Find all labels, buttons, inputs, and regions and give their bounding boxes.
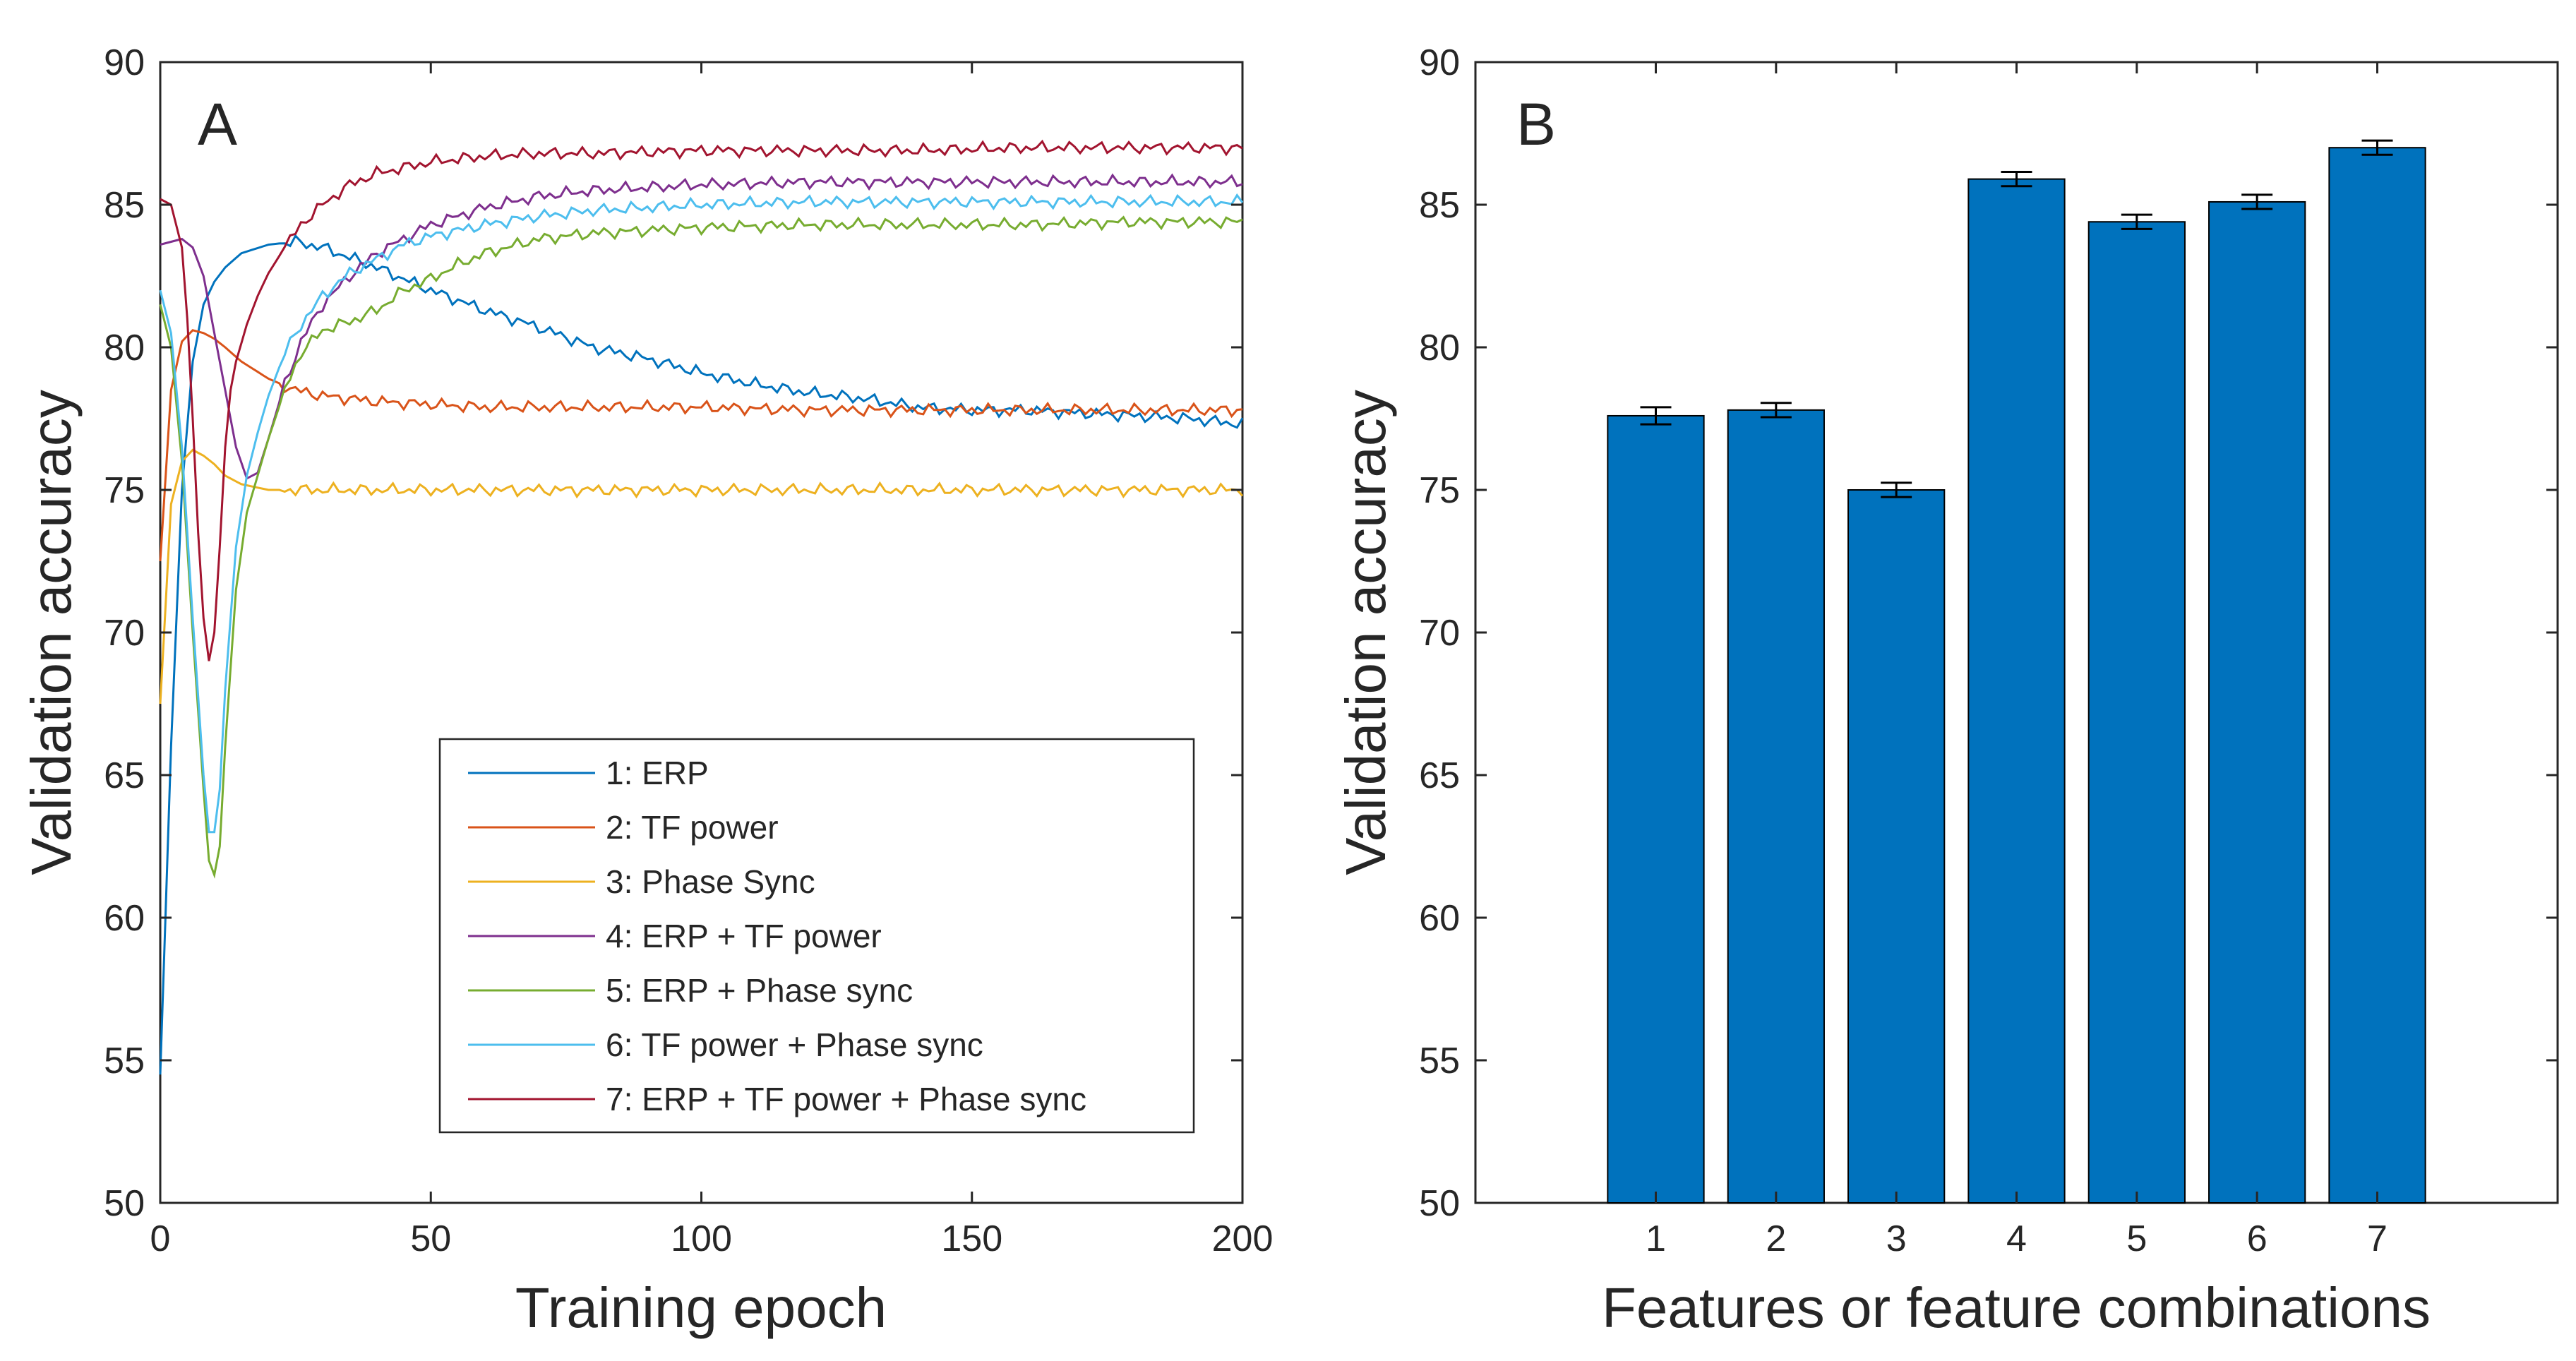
bar-3 — [1847, 489, 1946, 1204]
legend-entry-1: 1: ERP — [606, 755, 709, 791]
legend-entry-3: 3: Phase Sync — [606, 863, 815, 900]
y-tick-label: 50 — [1419, 1183, 1460, 1224]
panel-a-legend: 1: ERP 2: TF power 3: Phase Sync 4: ERP + T… — [438, 738, 1195, 1134]
x-tick-label: 6 — [2247, 1218, 2268, 1259]
panel-b-ticks: 1 2 3 4 5 6 7 50 55 60 65 70 75 80 85 90 — [1419, 42, 2558, 1259]
panel-a-ylabel: Validation accuracy — [20, 390, 83, 875]
panel-a-letter: A — [198, 91, 237, 157]
x-tick-label: 100 — [671, 1218, 732, 1259]
x-tick-label: 150 — [941, 1218, 1002, 1259]
bar-4 — [1967, 178, 2066, 1204]
series-line-1 — [159, 234, 1244, 1075]
y-tick-label: 85 — [1419, 185, 1460, 226]
legend-entry-7: 7: ERP + TF power + Phase sync — [606, 1081, 1086, 1117]
y-tick-label: 75 — [104, 470, 145, 511]
y-tick-label: 65 — [1419, 755, 1460, 796]
y-tick-label: 55 — [1419, 1041, 1460, 1081]
panel-a-series-lines — [159, 139, 1244, 1075]
y-tick-label: 60 — [1419, 898, 1460, 939]
x-tick-label: 3 — [1886, 1218, 1907, 1259]
series-line-3 — [159, 448, 1244, 705]
y-tick-label: 70 — [104, 613, 145, 654]
x-tick-label: 1 — [1646, 1218, 1666, 1259]
x-tick-label: 7 — [2367, 1218, 2388, 1259]
panel-b-letter: B — [1516, 91, 1556, 157]
y-tick-label: 60 — [104, 898, 145, 939]
x-tick-label: 200 — [1212, 1218, 1274, 1259]
y-tick-label: 75 — [1419, 470, 1460, 511]
bar-6 — [2208, 200, 2306, 1204]
legend-entry-6: 6: TF power + Phase sync — [606, 1026, 983, 1063]
series-line-2 — [159, 329, 1243, 562]
y-tick-label: 80 — [1419, 328, 1460, 368]
series-line-5 — [159, 215, 1243, 879]
x-tick-label: 2 — [1766, 1218, 1786, 1259]
panel-a-xlabel: Training epoch — [515, 1276, 887, 1339]
x-tick-label: 0 — [150, 1218, 171, 1259]
x-tick-label: 50 — [410, 1218, 451, 1259]
x-tick-label: 4 — [2006, 1218, 2027, 1259]
panel-b-ylabel: Validation accuracy — [1334, 390, 1397, 875]
y-tick-label: 80 — [104, 328, 145, 368]
y-tick-label: 65 — [104, 755, 145, 796]
panel-b-bar-chart: 1 2 3 4 5 6 7 50 55 60 65 70 75 80 85 90 B Features or … — [1334, 42, 2559, 1339]
series-line-6 — [159, 193, 1244, 834]
x-tick-label: 5 — [2126, 1218, 2147, 1259]
series-line-4 — [160, 173, 1243, 480]
y-tick-label: 85 — [104, 185, 145, 226]
panel-b-xlabel: Features or feature combinations — [1602, 1276, 2431, 1339]
series-line-7 — [160, 139, 1243, 661]
legend-entry-5: 5: ERP + Phase sync — [606, 972, 913, 1009]
bar-1 — [1607, 414, 1705, 1204]
y-tick-label: 70 — [1419, 613, 1460, 654]
bar-7 — [2328, 147, 2426, 1204]
y-tick-label: 55 — [104, 1041, 145, 1081]
legend-entry-4: 4: ERP + TF power — [606, 918, 882, 954]
y-tick-label: 50 — [104, 1183, 145, 1224]
bar-5 — [2087, 221, 2186, 1204]
y-tick-label: 90 — [104, 42, 145, 83]
legend-entry-2: 2: TF power — [606, 809, 779, 846]
bar-2 — [1727, 409, 1825, 1204]
y-tick-label: 90 — [1419, 42, 1460, 83]
